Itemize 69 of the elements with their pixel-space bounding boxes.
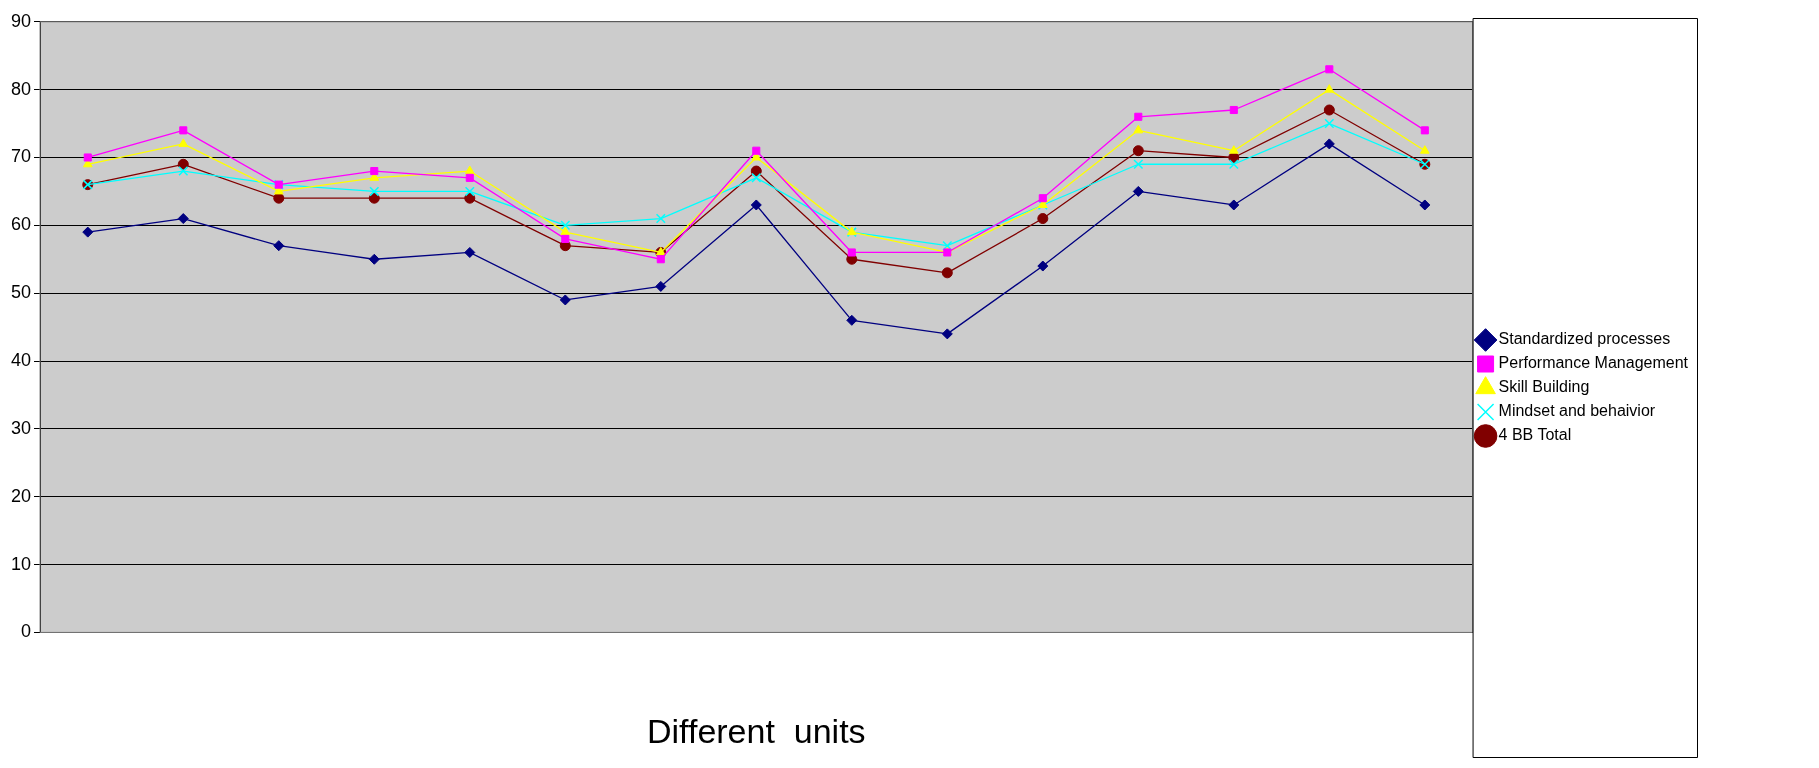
point: [464, 246, 476, 258]
point: [1229, 105, 1238, 115]
point: [656, 255, 665, 264]
legend-label: Skill Building: [1498, 378, 1590, 396]
y-tick-label: 60: [10, 214, 32, 235]
legend-label: Performance Management: [1498, 354, 1689, 372]
point: [750, 165, 762, 177]
point: [464, 186, 475, 197]
point: [1133, 159, 1144, 170]
y-tick-label: 90: [10, 10, 32, 31]
point: [368, 192, 380, 204]
y-tick-label: 20: [10, 485, 32, 506]
point: [1228, 145, 1239, 154]
point: [82, 226, 94, 238]
point: [1324, 84, 1335, 93]
point: [1228, 159, 1239, 170]
y-tick-label: 40: [10, 349, 32, 370]
point: [846, 314, 858, 326]
point: [941, 328, 953, 340]
point: [655, 213, 666, 224]
point: [1133, 124, 1144, 134]
legend-label: Mindset and behaivior: [1498, 402, 1656, 420]
point: [368, 253, 380, 265]
point: [1419, 199, 1431, 211]
point: [847, 248, 856, 257]
point: [752, 146, 761, 155]
point: [1323, 138, 1335, 150]
point: [465, 173, 474, 182]
y-tick-label: 30: [10, 417, 32, 438]
point: [750, 199, 762, 211]
point: [1038, 194, 1047, 203]
y-tick-label: 10: [10, 553, 32, 574]
point: [1037, 260, 1049, 272]
point: [942, 240, 953, 251]
point: [1134, 112, 1143, 121]
y-tick-label: 50: [10, 282, 32, 303]
point: [751, 172, 762, 183]
point: [370, 167, 379, 176]
point: [559, 294, 571, 306]
point: [1132, 145, 1144, 157]
x-axis-title: Different units: [647, 711, 866, 750]
point: [178, 138, 189, 147]
point: [655, 280, 667, 292]
point: [179, 126, 188, 135]
legend-label: Standardized processes: [1498, 330, 1671, 348]
y-tick-label: 0: [21, 621, 32, 642]
point: [560, 220, 571, 231]
point: [464, 165, 475, 175]
y-tick-label: 80: [10, 78, 32, 99]
point: [1323, 104, 1335, 116]
legend-label: 4 BB Total: [1498, 426, 1572, 444]
point: [1037, 213, 1049, 225]
point: [561, 234, 570, 243]
point: [177, 158, 189, 170]
point: [1420, 126, 1429, 135]
point: [1325, 65, 1334, 74]
point: [83, 153, 92, 162]
point: [273, 240, 285, 252]
point: [1324, 118, 1335, 129]
point: [178, 166, 189, 177]
point: [1419, 145, 1430, 154]
point: [560, 226, 571, 236]
point: [941, 267, 953, 279]
point: [1132, 185, 1144, 197]
point: [1228, 199, 1240, 211]
point: [177, 213, 189, 225]
point: [464, 192, 476, 204]
point: [369, 186, 380, 197]
y-tick-label: 70: [10, 146, 32, 167]
